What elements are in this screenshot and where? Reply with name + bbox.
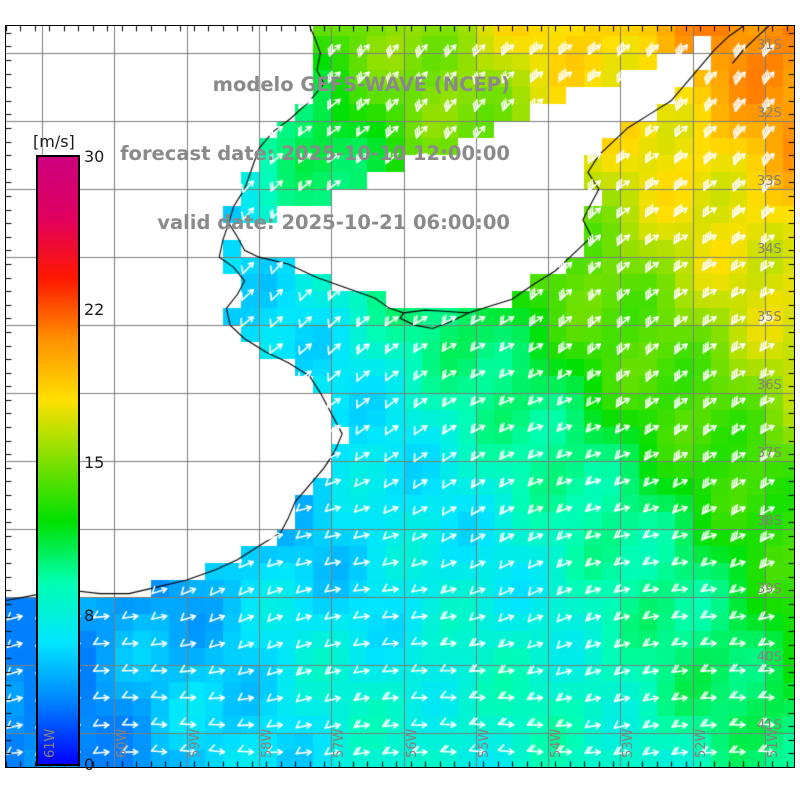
lat-tick-label-38s: 38S [757,514,782,530]
colorbar-unit-label: [m/s] [33,132,75,151]
lon-tick-label-54w: 54W [549,728,565,758]
colorbar-gradient [38,157,78,764]
lat-tick-label-39s: 39S [757,582,782,598]
lat-tick-label-33s: 33S [757,174,782,190]
colorbar-tick-0: 0 [84,755,95,774]
wind-speed-field-canvas[interactable] [6,26,794,767]
lat-tick-label-34s: 34S [757,242,782,258]
lat-tick-label-32s: 32S [757,106,782,122]
lat-tick-label-31s: 31S [757,38,782,54]
colorbar[interactable] [36,155,80,766]
lon-tick-label-61w: 61W [43,728,59,758]
colorbar-tick-22: 22 [84,300,105,319]
lat-tick-label-37s: 37S [757,446,782,462]
lon-tick-label-53w: 53W [621,728,637,758]
lon-tick-label-55w: 55W [476,728,492,758]
lat-tick-label-40s: 40S [757,650,782,666]
lon-tick-label-60w: 60W [115,728,131,758]
lat-tick-label-35s: 35S [757,310,782,326]
lat-tick-label-36s: 36S [757,378,782,394]
map-plot-area[interactable] [5,25,795,768]
lon-tick-label-56w: 56W [404,728,420,758]
lon-tick-label-51w: 51W [766,728,782,758]
lon-tick-label-57w: 57W [332,728,348,758]
lon-tick-label-52w: 52W [693,728,709,758]
colorbar-tick-30: 30 [84,147,105,166]
lon-tick-label-58w: 58W [260,728,276,758]
colorbar-tick-8: 8 [84,606,95,625]
colorbar-tick-15: 15 [84,453,105,472]
lon-tick-label-59w: 59W [187,728,203,758]
lat-tick-label-41s: 41S [757,718,782,733]
